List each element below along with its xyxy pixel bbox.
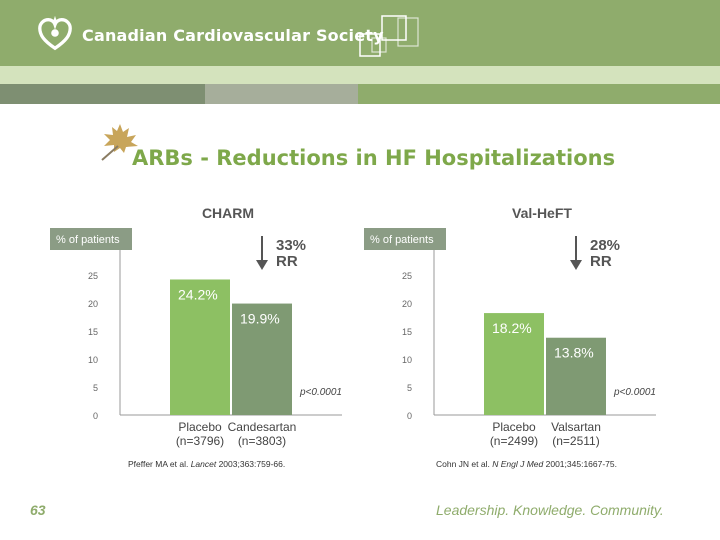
bar-value-label: 19.9%	[240, 311, 280, 327]
y-tick-label: 15	[88, 327, 98, 337]
y-tick-label: 15	[402, 327, 412, 337]
y-tick-label: 5	[93, 383, 98, 393]
ccs-heart-logo-icon	[38, 15, 72, 51]
valheft-chart: Val-HeFT % of patients 25 20 15 10 5 0 18.2% Plac…	[364, 196, 674, 456]
rr-percent: 33%	[276, 237, 306, 254]
header-band-dark	[0, 84, 720, 104]
rr-label: RR	[276, 253, 298, 270]
ylabel-text: % of patients	[56, 234, 120, 246]
chart-svg: Val-HeFT % of patients 25 20 15 10 5 0 18.2% Plac…	[364, 205, 656, 448]
slide-title: ARBs - Reductions in HF Hospitalizations	[132, 146, 616, 170]
maple-leaf-icon	[101, 124, 138, 161]
chart-title: CHARM	[202, 205, 254, 221]
ylabel-text: % of patients	[370, 234, 434, 246]
y-tick-label: 5	[407, 383, 412, 393]
ylabel-box	[364, 228, 446, 250]
bar-placebo	[484, 313, 544, 415]
header-bar: Canadian Cardiovascular Society	[0, 0, 720, 66]
tagline: Leadership. Knowledge. Community.	[436, 502, 664, 518]
chart-title: Val-HeFT	[512, 205, 572, 221]
y-tick-label: 20	[88, 299, 98, 309]
p-value: p<0.0001	[299, 387, 342, 398]
y-tick-label: 0	[407, 411, 412, 421]
category-label: Valsartan	[551, 420, 601, 434]
category-label: Placebo	[492, 420, 536, 434]
y-tick-label: 25	[88, 271, 98, 281]
n-label: (n=3803)	[238, 434, 286, 448]
header-band-light	[0, 66, 720, 84]
p-value: p<0.0001	[613, 387, 656, 398]
category-label: Candesartan	[228, 420, 297, 434]
decorative-squares-icon	[359, 15, 419, 57]
bar-value-label: 24.2%	[178, 286, 218, 302]
rr-arrow-head	[256, 260, 268, 270]
n-label: (n=3796)	[176, 434, 224, 448]
category-label: Placebo	[178, 420, 222, 434]
y-tick-label: 10	[88, 355, 98, 365]
ylabel-box	[50, 228, 132, 250]
rr-arrow-head	[570, 260, 582, 270]
bar-placebo	[170, 279, 230, 415]
y-tick-label: 0	[93, 411, 98, 421]
n-label: (n=2499)	[490, 434, 538, 448]
citation-charm: Pfeffer MA et al. Lancet 2003;363:759-66…	[128, 459, 286, 469]
charm-chart: CHARM % of patients 25 20 15 10 5 0 24.2% Placebo…	[50, 196, 360, 456]
bar-treatment	[546, 337, 606, 415]
bar-treatment	[232, 303, 292, 415]
y-tick-label: 10	[402, 355, 412, 365]
bar-value-label: 18.2%	[492, 320, 532, 336]
bar-value-label: 13.8%	[554, 345, 594, 361]
y-tick-label: 20	[402, 299, 412, 309]
rr-label: RR	[590, 253, 612, 270]
y-tick-label: 25	[402, 271, 412, 281]
n-label: (n=2511)	[552, 434, 599, 448]
org-name: Canadian Cardiovascular Society	[82, 26, 384, 45]
rr-percent: 28%	[590, 237, 620, 254]
chart-svg: CHARM % of patients 25 20 15 10 5 0 24.2% Placebo…	[50, 205, 342, 448]
citation-valheft: Cohn JN et al. N Engl J Med 2001;345:166…	[436, 459, 617, 469]
slide-number: 63	[30, 502, 46, 518]
